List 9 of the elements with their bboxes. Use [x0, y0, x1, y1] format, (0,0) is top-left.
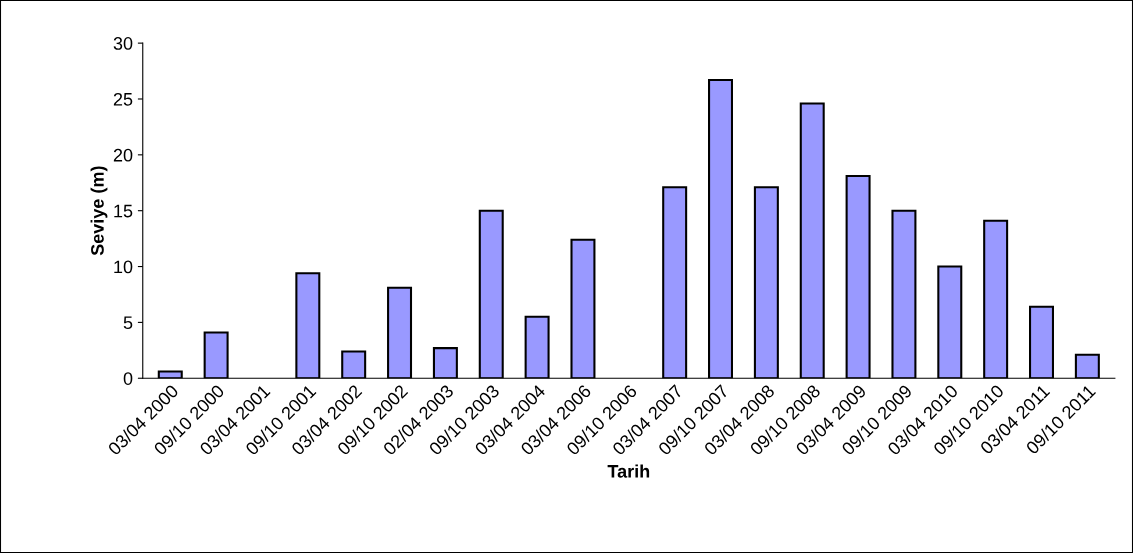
x-axis-title: Tarih	[607, 464, 650, 478]
y-tick-label: 30	[113, 37, 133, 50]
y-tick-label: 10	[114, 260, 133, 274]
y-axis-title: Seviye (m)	[90, 166, 108, 256]
y-tick-label: 0	[123, 372, 133, 385]
y-tick-label: 15	[114, 204, 133, 218]
y-tick-label: 5	[123, 316, 133, 330]
y-tick-label: 20	[113, 148, 133, 162]
y-tick-label: 25	[113, 92, 133, 106]
